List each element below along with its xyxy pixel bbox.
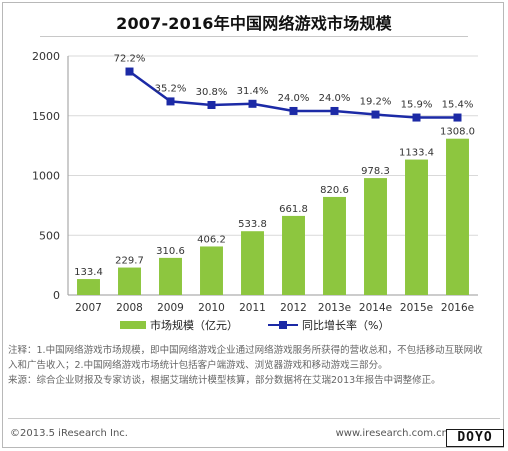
bar-value-label: 406.2 <box>197 234 226 245</box>
growth-rate-marker <box>330 106 339 115</box>
growth-rate-label: 30.8% <box>196 87 228 98</box>
title-divider <box>40 36 468 37</box>
bar-value-label: 229.7 <box>115 256 144 267</box>
growth-rate-label: 31.4% <box>237 86 269 97</box>
growth-rate-label: 15.9% <box>401 100 433 111</box>
bar-value-label: 978.3 <box>361 166 390 177</box>
chart-legend: 市场规模（亿元） 同比增长率（%） <box>0 317 508 333</box>
x-tick-label: 2012 <box>280 302 307 314</box>
growth-rate-marker <box>207 100 216 109</box>
x-tick-label: 2011 <box>239 302 266 314</box>
bar-value-label: 820.6 <box>320 185 349 196</box>
growth-rate-label: 24.0% <box>319 93 351 104</box>
x-tick-label: 2007 <box>75 302 102 314</box>
bar-value-label: 310.6 <box>156 246 185 257</box>
x-tick-label: 2016e <box>441 302 474 314</box>
legend-label-growth-rate: 同比增长率（%） <box>302 319 390 332</box>
x-tick-label: 2014e <box>359 302 392 314</box>
growth-rate-marker <box>412 113 421 122</box>
y-tick-label: 1500 <box>32 110 60 123</box>
bar-value-label: 1308.0 <box>440 127 475 138</box>
bar-2008 <box>118 267 141 295</box>
bar-2010 <box>200 246 223 295</box>
growth-rate-marker <box>125 67 134 76</box>
legend-item-market-size: 市场规模（亿元） <box>120 317 238 333</box>
note-annotation: 注释：1.中国网络游戏市场规模，即中国网络游戏企业通过网络游戏服务所获得的营收总… <box>8 345 483 371</box>
x-tick-label: 2008 <box>116 302 143 314</box>
legend-swatch-line <box>268 320 298 330</box>
bar-value-label: 533.8 <box>238 219 267 230</box>
x-tick-label: 2010 <box>198 302 225 314</box>
bar-2015e <box>405 159 428 295</box>
chart-title: 2007-2016年中国网络游戏市场规模 <box>116 14 392 33</box>
bar-2014e <box>364 178 387 295</box>
growth-rate-marker <box>248 99 257 108</box>
growth-rate-label: 35.2% <box>155 83 187 94</box>
bar-2012 <box>282 215 305 295</box>
bar-2007 <box>77 279 100 295</box>
growth-rate-marker <box>453 113 462 122</box>
y-tick-label: 500 <box>39 229 60 242</box>
note-source: 来源：综合企业财报及专家访谈，根据艾瑞统计模型核算，部分数据将在艾瑞2013年报… <box>8 375 441 386</box>
bar-2011 <box>241 231 264 295</box>
legend-item-growth-rate: 同比增长率（%） <box>268 317 389 333</box>
copyright-text: ©2013.5 iResearch Inc. <box>10 428 128 439</box>
bar-value-label: 133.4 <box>74 267 103 278</box>
bar-value-label: 661.8 <box>279 204 308 215</box>
growth-rate-label: 24.0% <box>278 93 310 104</box>
x-tick-label: 2013e <box>318 302 351 314</box>
growth-rate-marker <box>371 110 380 119</box>
growth-rate-label: 19.2% <box>360 97 392 108</box>
watermark-logo: DOYO <box>446 429 504 447</box>
growth-rate-label: 72.2% <box>114 54 146 65</box>
x-tick-label: 2015e <box>400 302 433 314</box>
chart-notes: 注释：1.中国网络游戏市场规模，即中国网络游戏企业通过网络游戏服务所获得的营收总… <box>8 343 486 388</box>
legend-label-market-size: 市场规模（亿元） <box>150 319 238 332</box>
bar-2016e <box>446 138 469 295</box>
bar-2013e <box>323 196 346 295</box>
growth-rate-marker <box>166 97 175 106</box>
bar-value-label: 1133.4 <box>399 148 434 159</box>
growth-rate-marker <box>289 106 298 115</box>
legend-swatch-bar <box>120 321 146 329</box>
website-text: www.iresearch.com.cn <box>335 428 448 439</box>
growth-rate-label: 15.4% <box>442 100 474 111</box>
bar-2009 <box>159 257 182 295</box>
y-tick-label: 1000 <box>32 170 60 183</box>
y-tick-label: 0 <box>53 289 60 302</box>
chart-canvas: 0 500 1000 1500 2000 133.4 229.7 310.6 406.2 533.… <box>32 50 478 314</box>
footer-divider <box>8 418 500 419</box>
y-tick-label: 2000 <box>32 50 60 63</box>
x-tick-label: 2009 <box>157 302 184 314</box>
